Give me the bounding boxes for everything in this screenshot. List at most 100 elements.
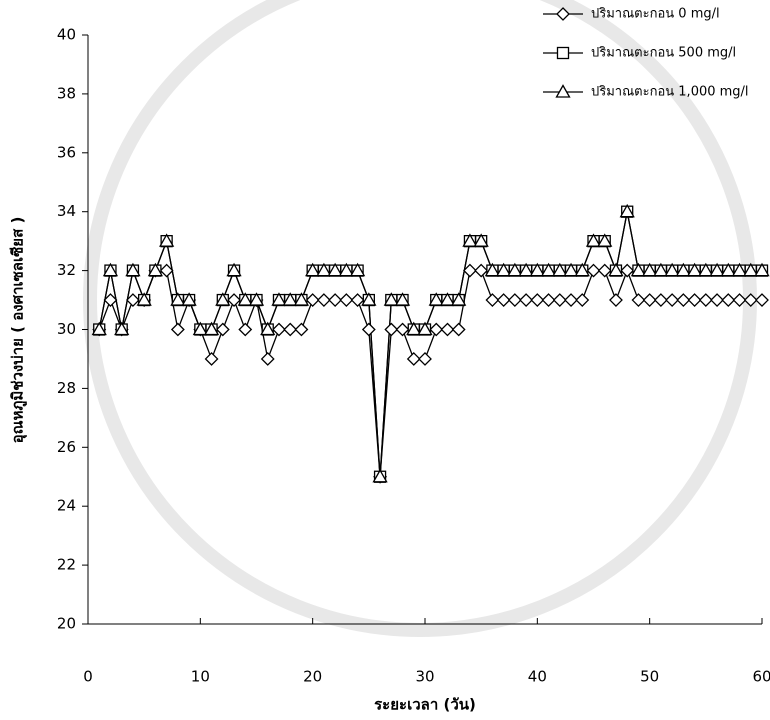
diamond-marker (721, 293, 736, 307)
triangle-marker (642, 262, 658, 277)
triangle-marker (555, 84, 571, 98)
triangle-marker (630, 262, 647, 277)
triangle-marker (439, 292, 456, 306)
triangle-marker (181, 292, 197, 306)
triangle-marker (451, 292, 467, 306)
triangle-marker (293, 292, 310, 306)
triangle-marker (608, 262, 624, 277)
triangle-marker (675, 262, 691, 277)
triangle-marker (754, 262, 770, 277)
triangle-marker (585, 233, 602, 247)
triangle-marker (226, 262, 242, 277)
x-axis-label: ระยะเวลา (วัน) (374, 696, 476, 714)
diamond-marker (496, 293, 511, 307)
y-axis-label: อุณหภูมิช่วงบ่าย ( องศาเซลเซียส ) (9, 217, 28, 444)
triangle-marker (484, 262, 501, 277)
diamond-marker (474, 263, 489, 278)
triangle-marker (653, 262, 669, 277)
diamond-marker (463, 263, 477, 278)
triangle-marker (664, 262, 680, 277)
diamond-marker (384, 322, 399, 337)
y-tick-label: 34 (57, 202, 76, 220)
diamond-marker (732, 293, 747, 307)
triangle-marker (159, 233, 175, 247)
y-tick-label: 22 (57, 556, 76, 574)
diamond-marker (260, 352, 275, 366)
diamond-marker (283, 322, 298, 337)
triangle-marker (125, 262, 141, 277)
triangle-marker (349, 262, 366, 277)
triangle-marker (552, 262, 568, 277)
diamond-marker (575, 293, 590, 307)
triangle-marker (574, 262, 590, 277)
diamond-marker (642, 293, 657, 307)
triangle-marker (147, 262, 164, 277)
triangle-marker (709, 262, 725, 277)
triangle-marker (170, 292, 186, 306)
diamond-marker (204, 352, 219, 366)
y-tick-label: 38 (57, 84, 76, 102)
triangle-marker (428, 292, 444, 306)
diamond-marker (597, 263, 612, 278)
x-tick-label: 30 (415, 668, 434, 686)
diamond-marker (552, 293, 567, 307)
triangle-marker (237, 292, 253, 306)
diamond-marker (395, 322, 410, 337)
x-tick-label: 20 (303, 668, 322, 686)
triangle-marker (136, 292, 152, 306)
triangle-marker (597, 233, 613, 247)
triangle-marker (507, 262, 523, 277)
triangle-marker (473, 233, 489, 247)
triangle-marker (192, 321, 208, 336)
triangle-marker (102, 262, 119, 277)
y-tick-label: 32 (57, 261, 76, 279)
diamond-marker (698, 293, 713, 307)
diamond-marker (418, 352, 432, 366)
diamond-marker (687, 293, 702, 307)
y-tick-label: 20 (57, 615, 76, 633)
triangle-marker (316, 262, 332, 277)
triangle-marker (372, 468, 388, 483)
y-tick-label: 30 (57, 320, 76, 338)
diamond-marker (170, 322, 185, 337)
diamond-marker (743, 293, 758, 307)
triangle-marker (619, 203, 635, 218)
triangle-marker (327, 262, 343, 277)
y-tick-label: 36 (57, 143, 76, 161)
diamond-marker (215, 322, 230, 337)
triangle-marker (114, 321, 130, 336)
triangle-marker (529, 262, 545, 277)
triangle-marker (383, 292, 399, 306)
diamond-marker (665, 293, 680, 307)
diamond-marker (564, 293, 578, 307)
triangle-marker (260, 321, 276, 336)
diamond-marker (541, 293, 556, 307)
diamond-marker (586, 263, 601, 278)
diamond-marker (530, 293, 545, 307)
triangle-marker (698, 262, 714, 277)
triangle-marker (203, 321, 220, 336)
y-tick-label: 40 (57, 26, 76, 44)
diamond-marker (159, 263, 174, 278)
diamond-marker (440, 322, 455, 337)
x-tick-label: 10 (191, 668, 210, 686)
triangle-marker (563, 262, 579, 277)
diamond-marker (755, 293, 769, 307)
y-tick-label: 28 (57, 379, 76, 397)
diamond-marker (631, 293, 646, 307)
triangle-marker (91, 321, 107, 336)
diamond-marker (339, 293, 354, 307)
diamond-marker (350, 293, 365, 307)
triangle-marker (731, 262, 748, 277)
diamond-marker (126, 293, 140, 307)
triangle-marker (338, 262, 354, 277)
triangle-marker (215, 292, 231, 306)
square-marker (556, 46, 570, 60)
diamond-marker (451, 322, 466, 337)
diamond-marker (710, 293, 724, 307)
triangle-marker (686, 262, 703, 277)
diamond-marker (238, 322, 253, 337)
diamond-marker (328, 293, 343, 307)
x-tick-label: 50 (640, 668, 659, 686)
x-tick-label: 40 (528, 668, 547, 686)
